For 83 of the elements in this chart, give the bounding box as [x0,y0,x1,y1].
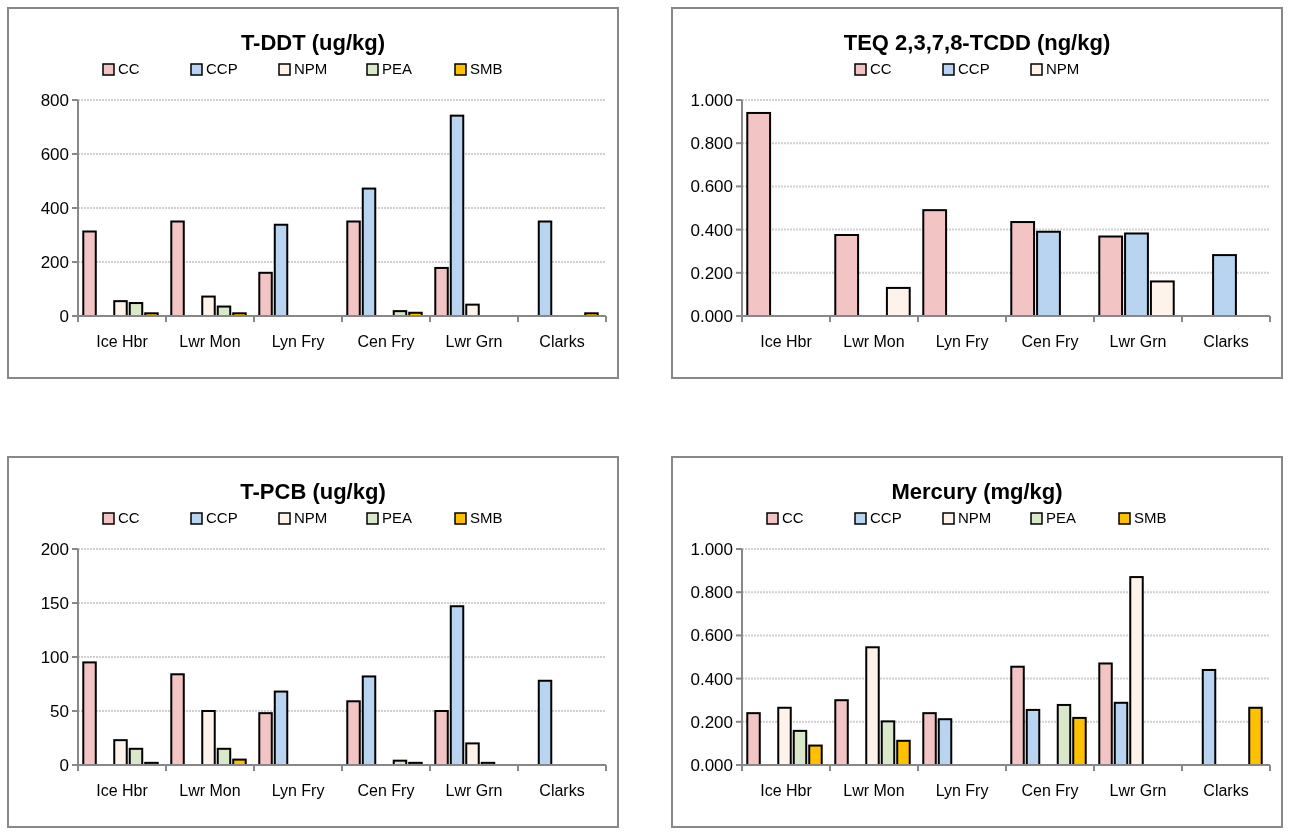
y-tick-label: 200 [40,252,69,272]
chart-title: T-DDT (ug/kg) [240,30,386,55]
x-tick-label: Lyn Fry [935,782,989,799]
x-tick-label: Clarks [539,333,585,350]
legend-label: NPM [1046,60,1080,77]
y-tick-label: 0.400 [690,220,733,240]
x-tick-label: Lyn Fry [271,333,325,350]
bar [1212,254,1237,317]
x-tick-label: Lwr Grn [445,782,503,799]
x-tick-label: Lwr Mon [179,782,241,799]
legend-label: NPM [294,509,328,526]
legend-label: CC [782,509,804,526]
x-tick-label: Lwr Mon [179,333,241,350]
bar [834,699,849,766]
legend-label: CC [118,509,140,526]
bar [537,220,553,317]
x-tick-label: Ice Hbr [96,782,149,799]
y-tick-label: 1.000 [690,539,733,559]
x-tick-label: Lwr Grn [1109,782,1167,799]
x-tick-label: Ice Hbr [760,333,813,350]
y-tick-label: 50 [50,701,69,721]
legend-label: SMB [470,60,503,77]
y-tick-label: 400 [40,198,69,218]
x-tick-label: Ice Hbr [760,782,813,799]
legend-label: PEA [382,509,413,526]
y-tick-label: 200 [40,539,69,559]
legend-label: CCP [958,60,990,77]
y-tick-label: 0.800 [690,134,733,154]
chart-title: TEQ 2,3,7,8-TCDD (ng/kg) [843,30,1111,55]
x-tick-label: Lwr Mon [843,782,905,799]
legend-label: CCP [206,509,238,526]
bar [1248,706,1263,766]
x-tick-label: Lyn Fry [271,782,325,799]
y-tick-label: 600 [40,144,69,164]
bar [1201,668,1217,766]
y-tick-label: 150 [40,593,69,613]
chart-title: Mercury (mg/kg) [891,479,1063,504]
x-tick-label: Clarks [1203,782,1249,799]
bar [170,220,185,317]
y-tick-label: 800 [40,90,69,110]
legend-label: CCP [870,509,902,526]
y-tick-label: 0.600 [690,626,733,646]
x-tick-label: Lwr Grn [445,333,503,350]
y-tick-label: 0.000 [690,306,733,326]
y-tick-label: 100 [40,647,69,667]
x-tick-label: Lwr Grn [1109,333,1167,350]
x-tick-label: Lwr Mon [843,333,905,350]
bar [170,673,185,766]
bar [922,209,948,317]
bar [834,234,860,317]
x-tick-label: Cen Fry [1021,782,1079,799]
bar [82,661,97,766]
legend-label: PEA [1046,509,1077,526]
bar [82,230,97,317]
legend-label: CC [870,60,892,77]
x-tick-label: Ice Hbr [96,333,149,350]
legend-label: SMB [470,509,503,526]
x-tick-label: Cen Fry [357,782,415,799]
y-tick-label: 0.800 [690,583,733,603]
y-tick-label: 0.200 [690,712,733,732]
x-tick-label: Clarks [539,782,585,799]
bar [537,679,553,766]
y-tick-label: 0.200 [690,263,733,283]
x-tick-label: Lyn Fry [935,333,989,350]
x-tick-label: Clarks [1203,333,1249,350]
legend-label: NPM [958,509,992,526]
bar [746,111,772,317]
legend-label: SMB [1134,509,1167,526]
legend-label: PEA [382,60,413,77]
y-tick-label: 0.000 [690,755,733,775]
x-tick-label: Cen Fry [1021,333,1079,350]
y-tick-label: 0 [59,306,69,326]
legend-label: CC [118,60,140,77]
bar [885,286,911,317]
legend-label: CCP [206,60,238,77]
chart-title: T-PCB (ug/kg) [240,479,386,504]
y-tick-label: 0.600 [690,177,733,197]
legend-label: NPM [294,60,328,77]
y-tick-label: 1.000 [690,90,733,110]
y-tick-label: 0 [59,755,69,775]
bar [746,712,761,766]
x-tick-label: Cen Fry [357,333,415,350]
y-tick-label: 0.400 [690,669,733,689]
